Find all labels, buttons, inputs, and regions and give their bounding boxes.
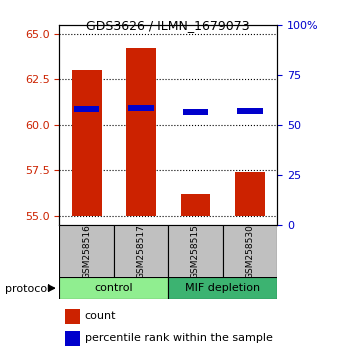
Bar (126, 48, 156, 216)
Bar (114, 225, 168, 278)
Text: GSM258516: GSM258516 (82, 224, 91, 279)
Bar (223, 225, 277, 278)
Text: GSM258517: GSM258517 (137, 224, 146, 279)
Bar (129, 105, 154, 111)
Bar (235, 172, 265, 216)
Bar (74, 106, 99, 112)
Text: percentile rank within the sample: percentile rank within the sample (85, 333, 272, 343)
Bar (181, 194, 210, 216)
Bar (59, 225, 114, 278)
Bar (183, 109, 208, 115)
Text: protocol: protocol (5, 284, 50, 294)
Text: control: control (95, 283, 133, 293)
Bar (72, 70, 102, 216)
Bar (237, 108, 262, 114)
Text: GDS3626 / ILMN_1679073: GDS3626 / ILMN_1679073 (86, 19, 250, 33)
Bar (168, 277, 277, 299)
Bar (65, 331, 80, 346)
Text: GSM258515: GSM258515 (191, 224, 200, 279)
Bar (65, 309, 80, 324)
Bar (59, 277, 168, 299)
Text: MIF depletion: MIF depletion (185, 283, 260, 293)
Text: count: count (85, 312, 116, 321)
Bar (168, 225, 223, 278)
Text: GSM258530: GSM258530 (245, 224, 254, 279)
